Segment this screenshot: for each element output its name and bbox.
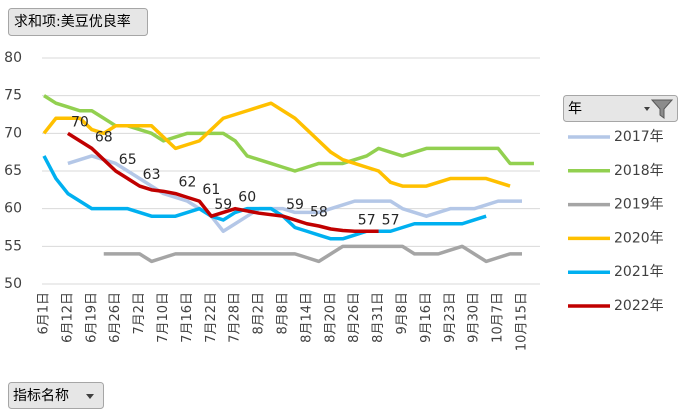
y-tick-label: 55 bbox=[4, 238, 22, 254]
filter-field-label: 指标名称 bbox=[13, 388, 69, 404]
x-tick-label: 6月19日 bbox=[84, 292, 99, 343]
x-tick-label: 10月7日 bbox=[491, 292, 506, 343]
y-tick-label: 75 bbox=[4, 88, 22, 104]
series-line bbox=[42, 155, 487, 241]
x-tick-label: 8月31日 bbox=[371, 292, 386, 343]
x-tick-label: 8月8日 bbox=[276, 292, 291, 335]
y-tick-label: 65 bbox=[4, 163, 22, 179]
x-tick-label: 6月26日 bbox=[108, 292, 123, 343]
legend-label: 2021年 bbox=[614, 264, 664, 280]
y-tick-label: 80 bbox=[4, 50, 22, 66]
y-tick-label: 70 bbox=[4, 125, 22, 141]
data-label: 65 bbox=[119, 152, 137, 168]
data-label: 62 bbox=[179, 175, 197, 191]
x-tick-label: 9月30日 bbox=[467, 292, 482, 343]
x-tick-label: 7月22日 bbox=[204, 292, 219, 343]
data-label: 57 bbox=[382, 212, 400, 228]
x-tick-label: 9月8日 bbox=[395, 292, 410, 335]
data-label: 58 bbox=[310, 205, 328, 221]
legend-label: 2020年 bbox=[614, 230, 664, 246]
x-tick-label: 6月1日 bbox=[37, 292, 52, 335]
x-tick-label: 8月20日 bbox=[323, 292, 338, 343]
x-tick-label: 6月12日 bbox=[60, 292, 75, 343]
filter-field-button[interactable]: 指标名称 bbox=[8, 382, 104, 409]
data-label: 60 bbox=[238, 190, 256, 206]
legend-title: 年 bbox=[568, 101, 582, 117]
x-tick-label: 8月26日 bbox=[347, 292, 362, 343]
x-tick-label: 9月16日 bbox=[419, 292, 434, 343]
legend-label: 2019年 bbox=[614, 197, 664, 213]
legend-field-button[interactable]: 年 bbox=[563, 95, 678, 122]
x-tick-label: 7月28日 bbox=[228, 292, 243, 343]
series-line bbox=[103, 244, 522, 264]
legend-label: 2018年 bbox=[614, 163, 664, 179]
x-tick-label: 9月23日 bbox=[443, 292, 458, 343]
data-label: 57 bbox=[358, 212, 376, 228]
data-label: 59 bbox=[214, 197, 232, 213]
series-line bbox=[66, 131, 379, 234]
data-label: 63 bbox=[143, 167, 161, 183]
legend-label: 2022年 bbox=[614, 298, 664, 314]
y-tick-label: 60 bbox=[4, 201, 22, 217]
x-tick-label: 7月2日 bbox=[132, 292, 147, 335]
series-line bbox=[67, 154, 522, 234]
x-tick-label: 8月14日 bbox=[299, 292, 314, 343]
y-tick-label: 50 bbox=[4, 276, 22, 292]
data-label: 68 bbox=[95, 129, 113, 145]
data-label: 70 bbox=[71, 114, 89, 130]
x-tick-label: 8月2日 bbox=[252, 292, 267, 335]
legend-label: 2017年 bbox=[614, 129, 664, 145]
data-label: 59 bbox=[286, 197, 304, 213]
series-line bbox=[42, 101, 511, 188]
data-label: 61 bbox=[202, 182, 220, 198]
x-tick-label: 7月16日 bbox=[180, 292, 195, 343]
value-field-button[interactable]: 求和项:美豆优良率 bbox=[8, 8, 148, 36]
x-tick-label: 7月10日 bbox=[156, 292, 171, 343]
value-field-label: 求和项:美豆优良率 bbox=[14, 13, 131, 30]
x-tick-label: 10月15日 bbox=[515, 292, 530, 351]
